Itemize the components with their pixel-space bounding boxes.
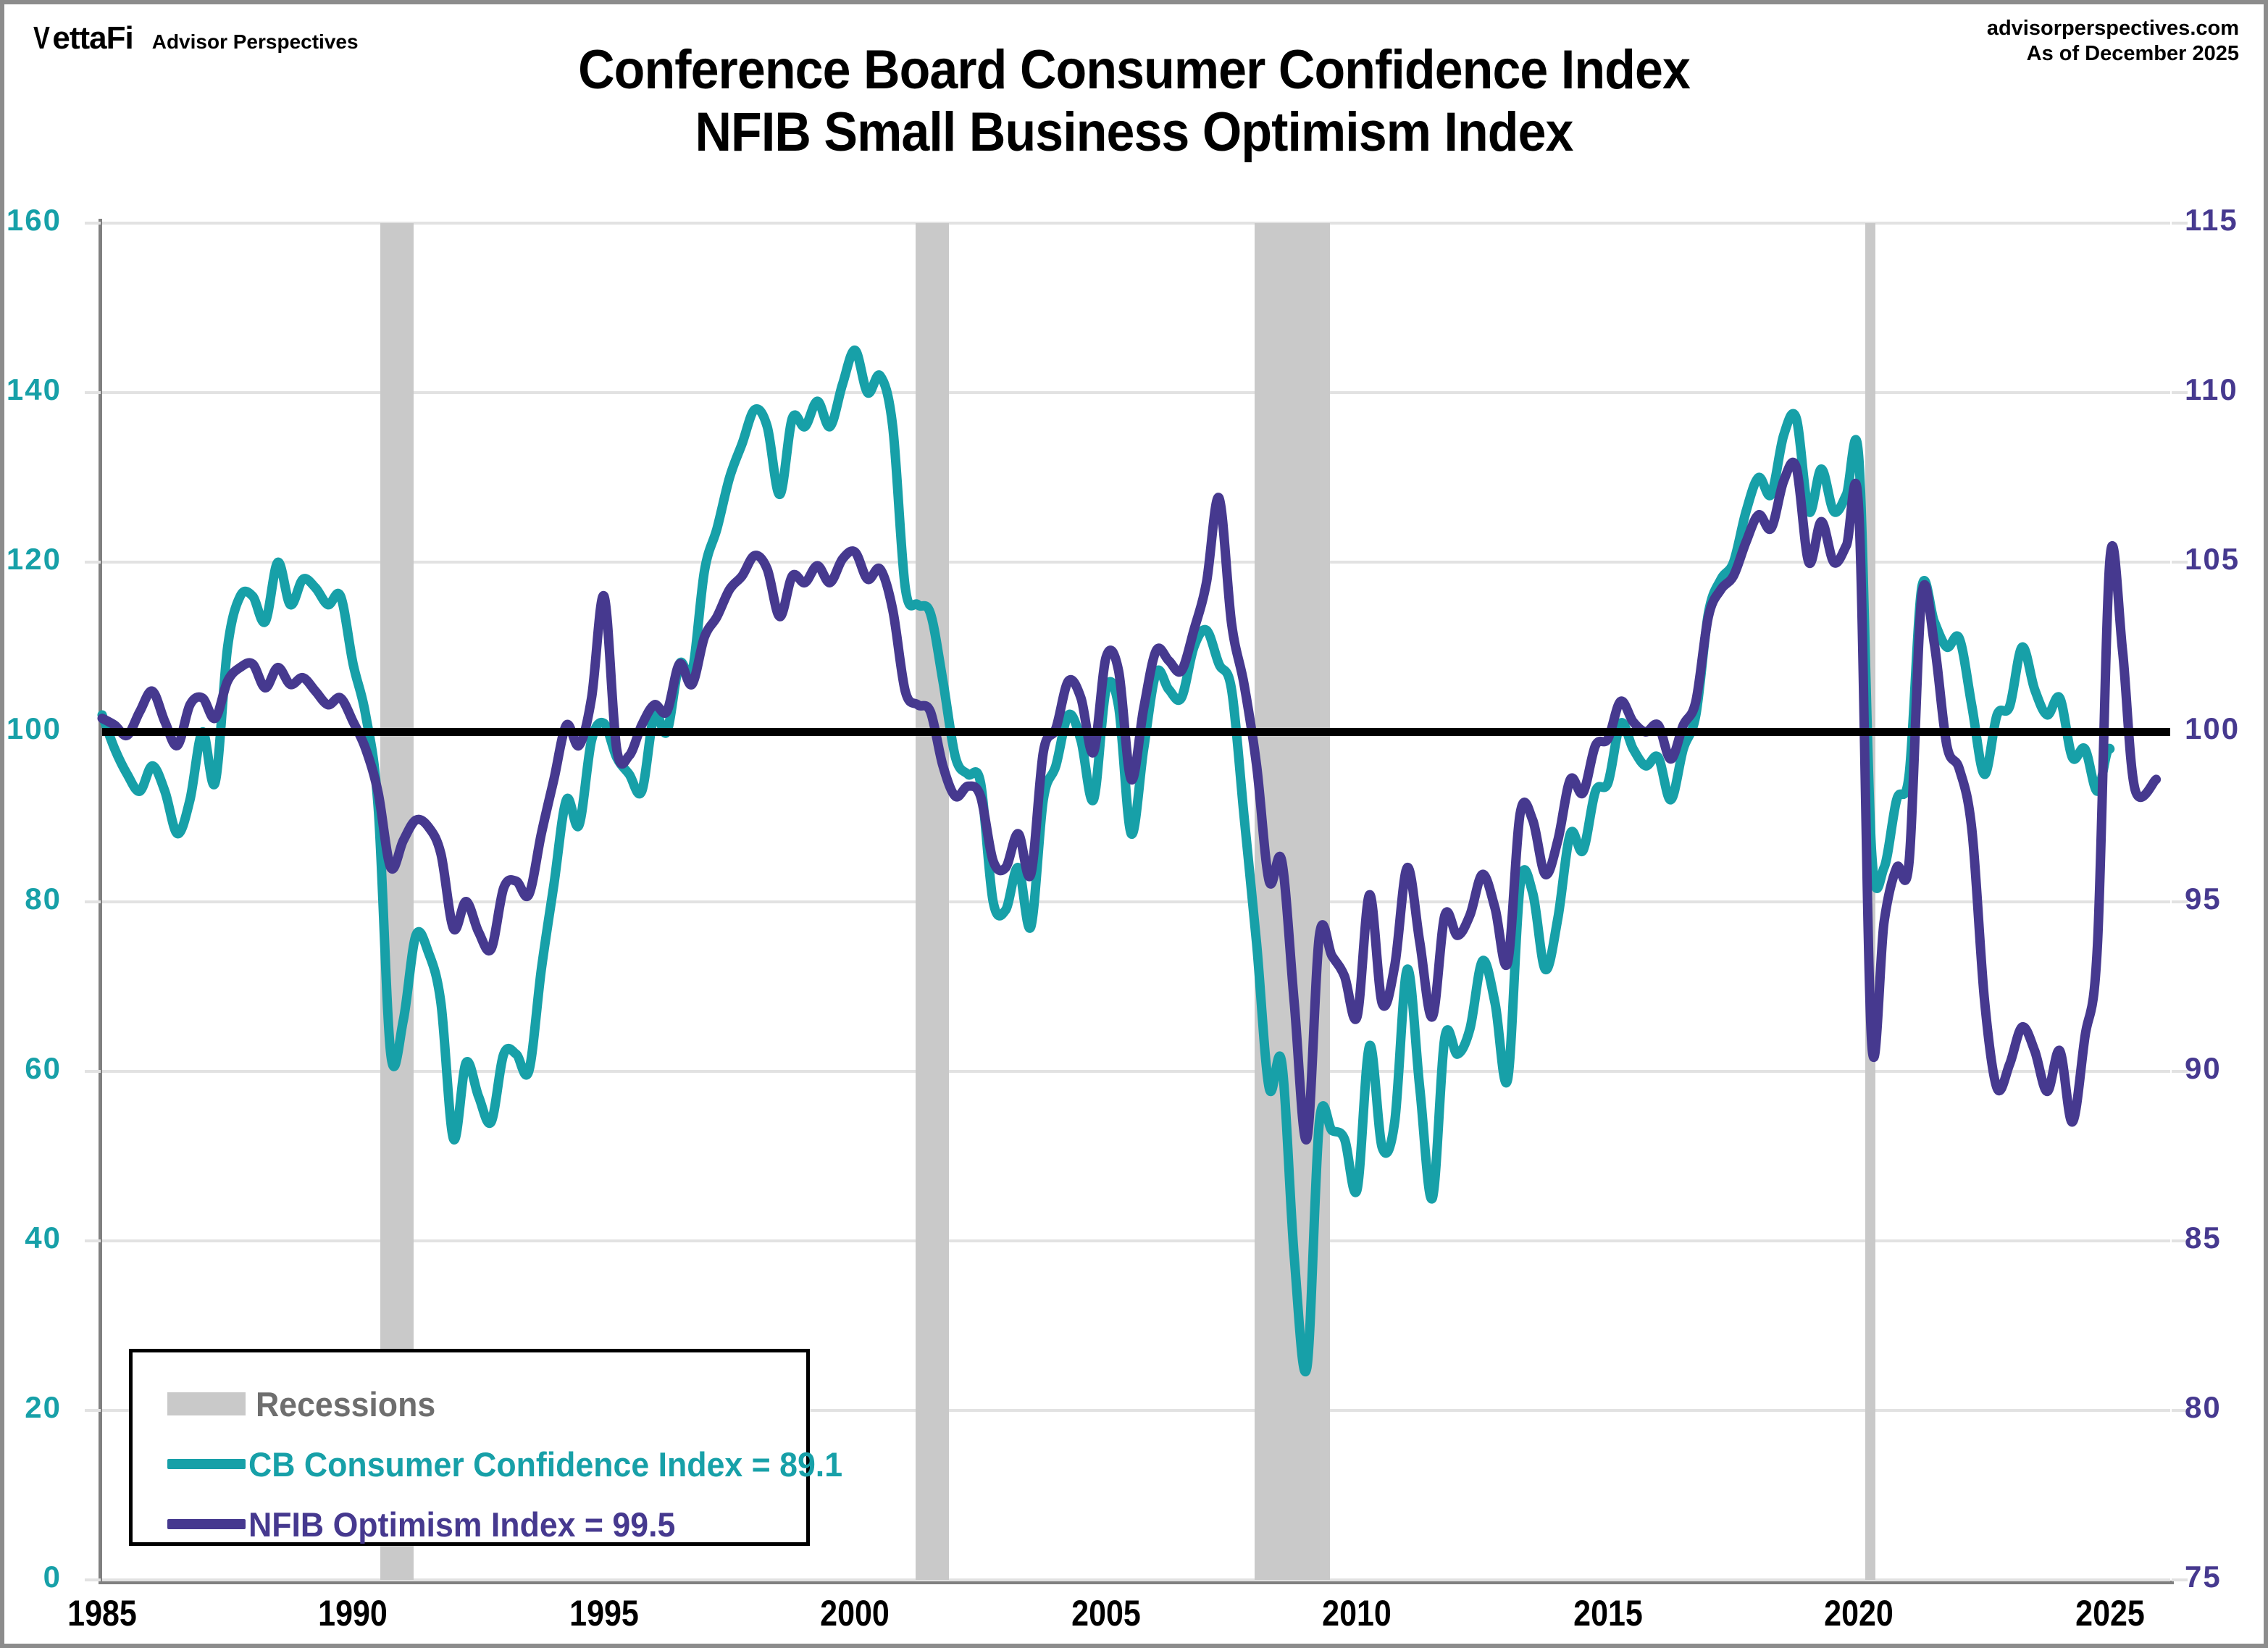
y-right-tick-115: 115 [2185,203,2238,237]
legend-item-cb: CB Consumer Confidence Index = 89.1 [167,1437,842,1491]
gridline-160 [102,222,2170,225]
vettafi-logo-mark: V [33,20,50,56]
x-tick-2015: 2015 [1573,1593,1643,1634]
y-left-tick-40: 40 [25,1220,62,1255]
recession-band-2001 [916,223,950,1580]
legend-item-nfib: NFIB Optimism Index = 99.5 [167,1497,806,1551]
series-line-nfib [97,457,2162,1145]
x-tick-2010: 2010 [1322,1593,1392,1634]
recession-band-2007-09 [1255,223,1330,1580]
gridline-20 [102,1408,2170,1412]
tick-left-40 [85,1239,101,1242]
title-line-1: Conference Board Consumer Confidence Ind… [578,39,1691,101]
y-right-tick-75: 75 [2185,1560,2222,1594]
y-right-tick-95: 95 [2185,881,2222,916]
tick-right-160 [2172,222,2188,225]
x-tick-2020: 2020 [1824,1593,1894,1634]
legend-label-recessions: Recessions [256,1384,436,1423]
gridline-0 [102,1578,2170,1581]
x-tick-2005: 2005 [1071,1593,1141,1634]
y-right-tick-90: 90 [2185,1050,2222,1085]
tick-left-0 [85,1578,101,1581]
tick-left-160 [85,222,101,225]
y-left-tick-100: 100 [6,711,62,746]
page-title: Conference Board Consumer Confidence Ind… [95,39,2173,164]
y-left-tick-160: 160 [6,203,62,237]
chart-legend: Recessions CB Consumer Confidence Index … [129,1349,842,1546]
vettafi-logo-text: ettaFi [52,20,133,56]
y-right-tick-110: 110 [2185,372,2238,407]
reference-line [102,728,2170,737]
x-tick-2025: 2025 [2075,1593,2145,1634]
tick-left-60 [85,1069,101,1073]
y-left-tick-0: 0 [43,1560,62,1594]
advisor-perspectives-label: Advisor Perspectives [151,30,359,53]
recession-swatch-icon [167,1392,246,1415]
tick-right-20 [2172,1408,2188,1412]
tick-right-40 [2172,1239,2188,1242]
tick-left-80 [85,900,101,903]
x-tick-2000: 2000 [820,1593,890,1634]
gridline-120 [102,561,2170,564]
y-left-tick-80: 80 [25,881,62,916]
legend-item-recessions: Recessions [167,1377,806,1431]
y-left-tick-60: 60 [25,1050,62,1085]
as-of-date: As of December 2025 [2026,42,2239,66]
legend-label-nfib: NFIB Optimism Index = 99.5 [248,1505,676,1544]
y-right-tick-85: 85 [2185,1220,2222,1255]
series-line-cb [97,346,2115,1377]
x-tick-1985: 1985 [67,1593,137,1634]
tick-right-0 [2172,1578,2188,1581]
gridline-140 [102,391,2170,395]
cb-line-swatch-icon [167,1459,246,1469]
source-stamp: advisorperspectives.com As of December 2… [1987,16,2239,67]
y-left-tick-20: 20 [25,1389,62,1424]
y-left-tick-120: 120 [6,542,62,577]
tick-left-140 [85,391,101,395]
y-right-tick-100: 100 [2185,711,2240,746]
x-tick-1995: 1995 [569,1593,639,1634]
plot-area [85,222,2188,1581]
tick-right-60 [2172,1069,2188,1073]
x-axis-line [99,1581,2174,1584]
tick-right-140 [2172,391,2188,395]
tick-left-20 [85,1408,101,1412]
gridline-40 [102,1239,2170,1242]
series-lines [97,346,2162,1377]
legend-label-cb: CB Consumer Confidence Index = 89.1 [248,1444,843,1484]
y-right-tick-80: 80 [2185,1389,2222,1424]
site-url: advisorperspectives.com [1986,17,2239,40]
y-left-tick-140: 140 [6,372,62,407]
tick-right-120 [2172,561,2188,564]
x-tick-1990: 1990 [318,1593,388,1634]
tick-left-120 [85,561,101,564]
y-right-tick-105: 105 [2185,542,2240,577]
nfib-line-swatch-icon [167,1519,246,1529]
gridline-60 [102,1069,2170,1073]
tick-right-80 [2172,900,2188,903]
title-line-2: NFIB Small Business Optimism Index [695,101,1573,163]
gridline-80 [102,900,2170,903]
